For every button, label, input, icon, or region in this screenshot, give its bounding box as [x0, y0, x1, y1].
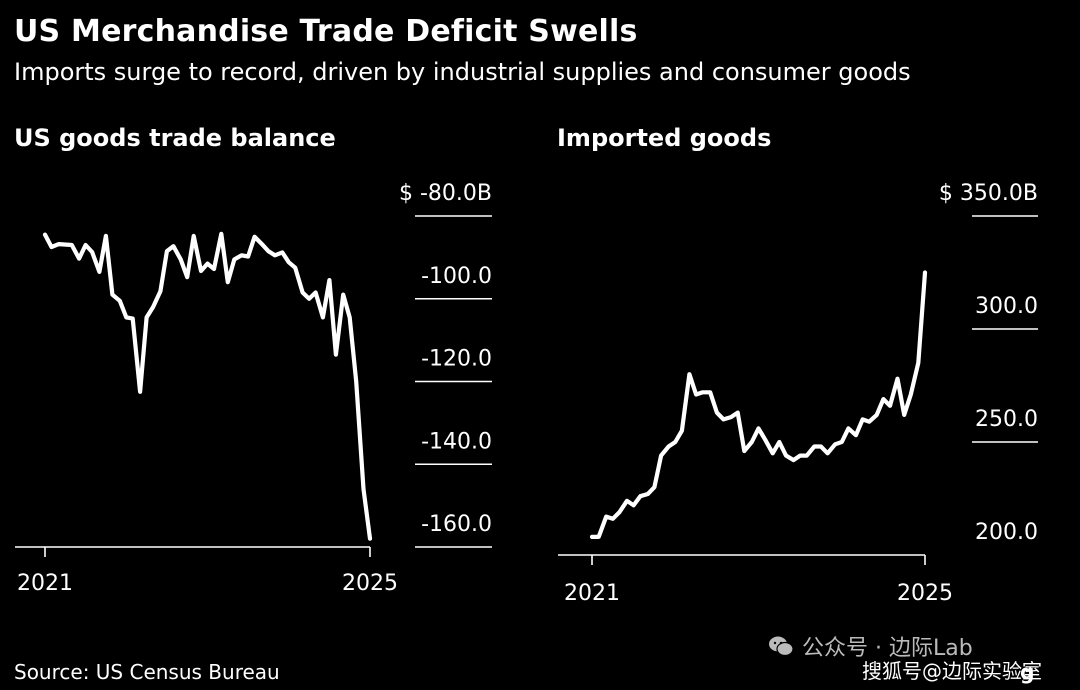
y-tick-label: 300.0: [975, 294, 1038, 319]
y-tick-label: 200.0: [975, 520, 1038, 545]
x-tick-label: 2025: [342, 571, 398, 596]
series-line: [589, 270, 928, 540]
y-tick-label: -140.0: [421, 429, 492, 454]
trade-balance-chart: $ -80.0B -100.0 -120.0 -140.0 -160.0 2021 2025: [15, 181, 492, 596]
y-tick-label: $ -80.0B: [399, 181, 492, 206]
chart-subtitle: Imports surge to record, driven by indus…: [14, 58, 911, 86]
x-tick-label: 2021: [17, 571, 73, 596]
wechat-icon: [768, 635, 794, 657]
watermark-text-1: 公众号 · 边际Lab: [802, 636, 973, 661]
watermark-sohu: 搜狐号@边际实验室: [862, 659, 1042, 683]
imported-goods-chart: $ 350.0B 300.0 250.0 200.0 2021 2025: [558, 181, 1038, 606]
y-tick-label: -160.0: [421, 512, 492, 537]
chart-title: US Merchandise Trade Deficit Swells: [14, 14, 638, 49]
y-tick-label: 250.0: [975, 407, 1038, 432]
x-tick-label: 2025: [897, 581, 953, 606]
right-panel-title: Imported goods: [557, 124, 772, 152]
watermark-wechat: 公众号 · 边际Lab: [768, 630, 973, 662]
source-note: Source: US Census Bureau: [14, 660, 280, 684]
left-panel-title: US goods trade balance: [14, 124, 336, 152]
y-tick-label: -120.0: [421, 347, 492, 372]
y-tick-label: -100.0: [421, 264, 492, 289]
bloomberg-logo-fragment: g: [1020, 660, 1035, 684]
y-tick-label: $ 350.0B: [939, 181, 1038, 206]
series-line: [42, 231, 373, 541]
x-tick-label: 2021: [564, 581, 620, 606]
